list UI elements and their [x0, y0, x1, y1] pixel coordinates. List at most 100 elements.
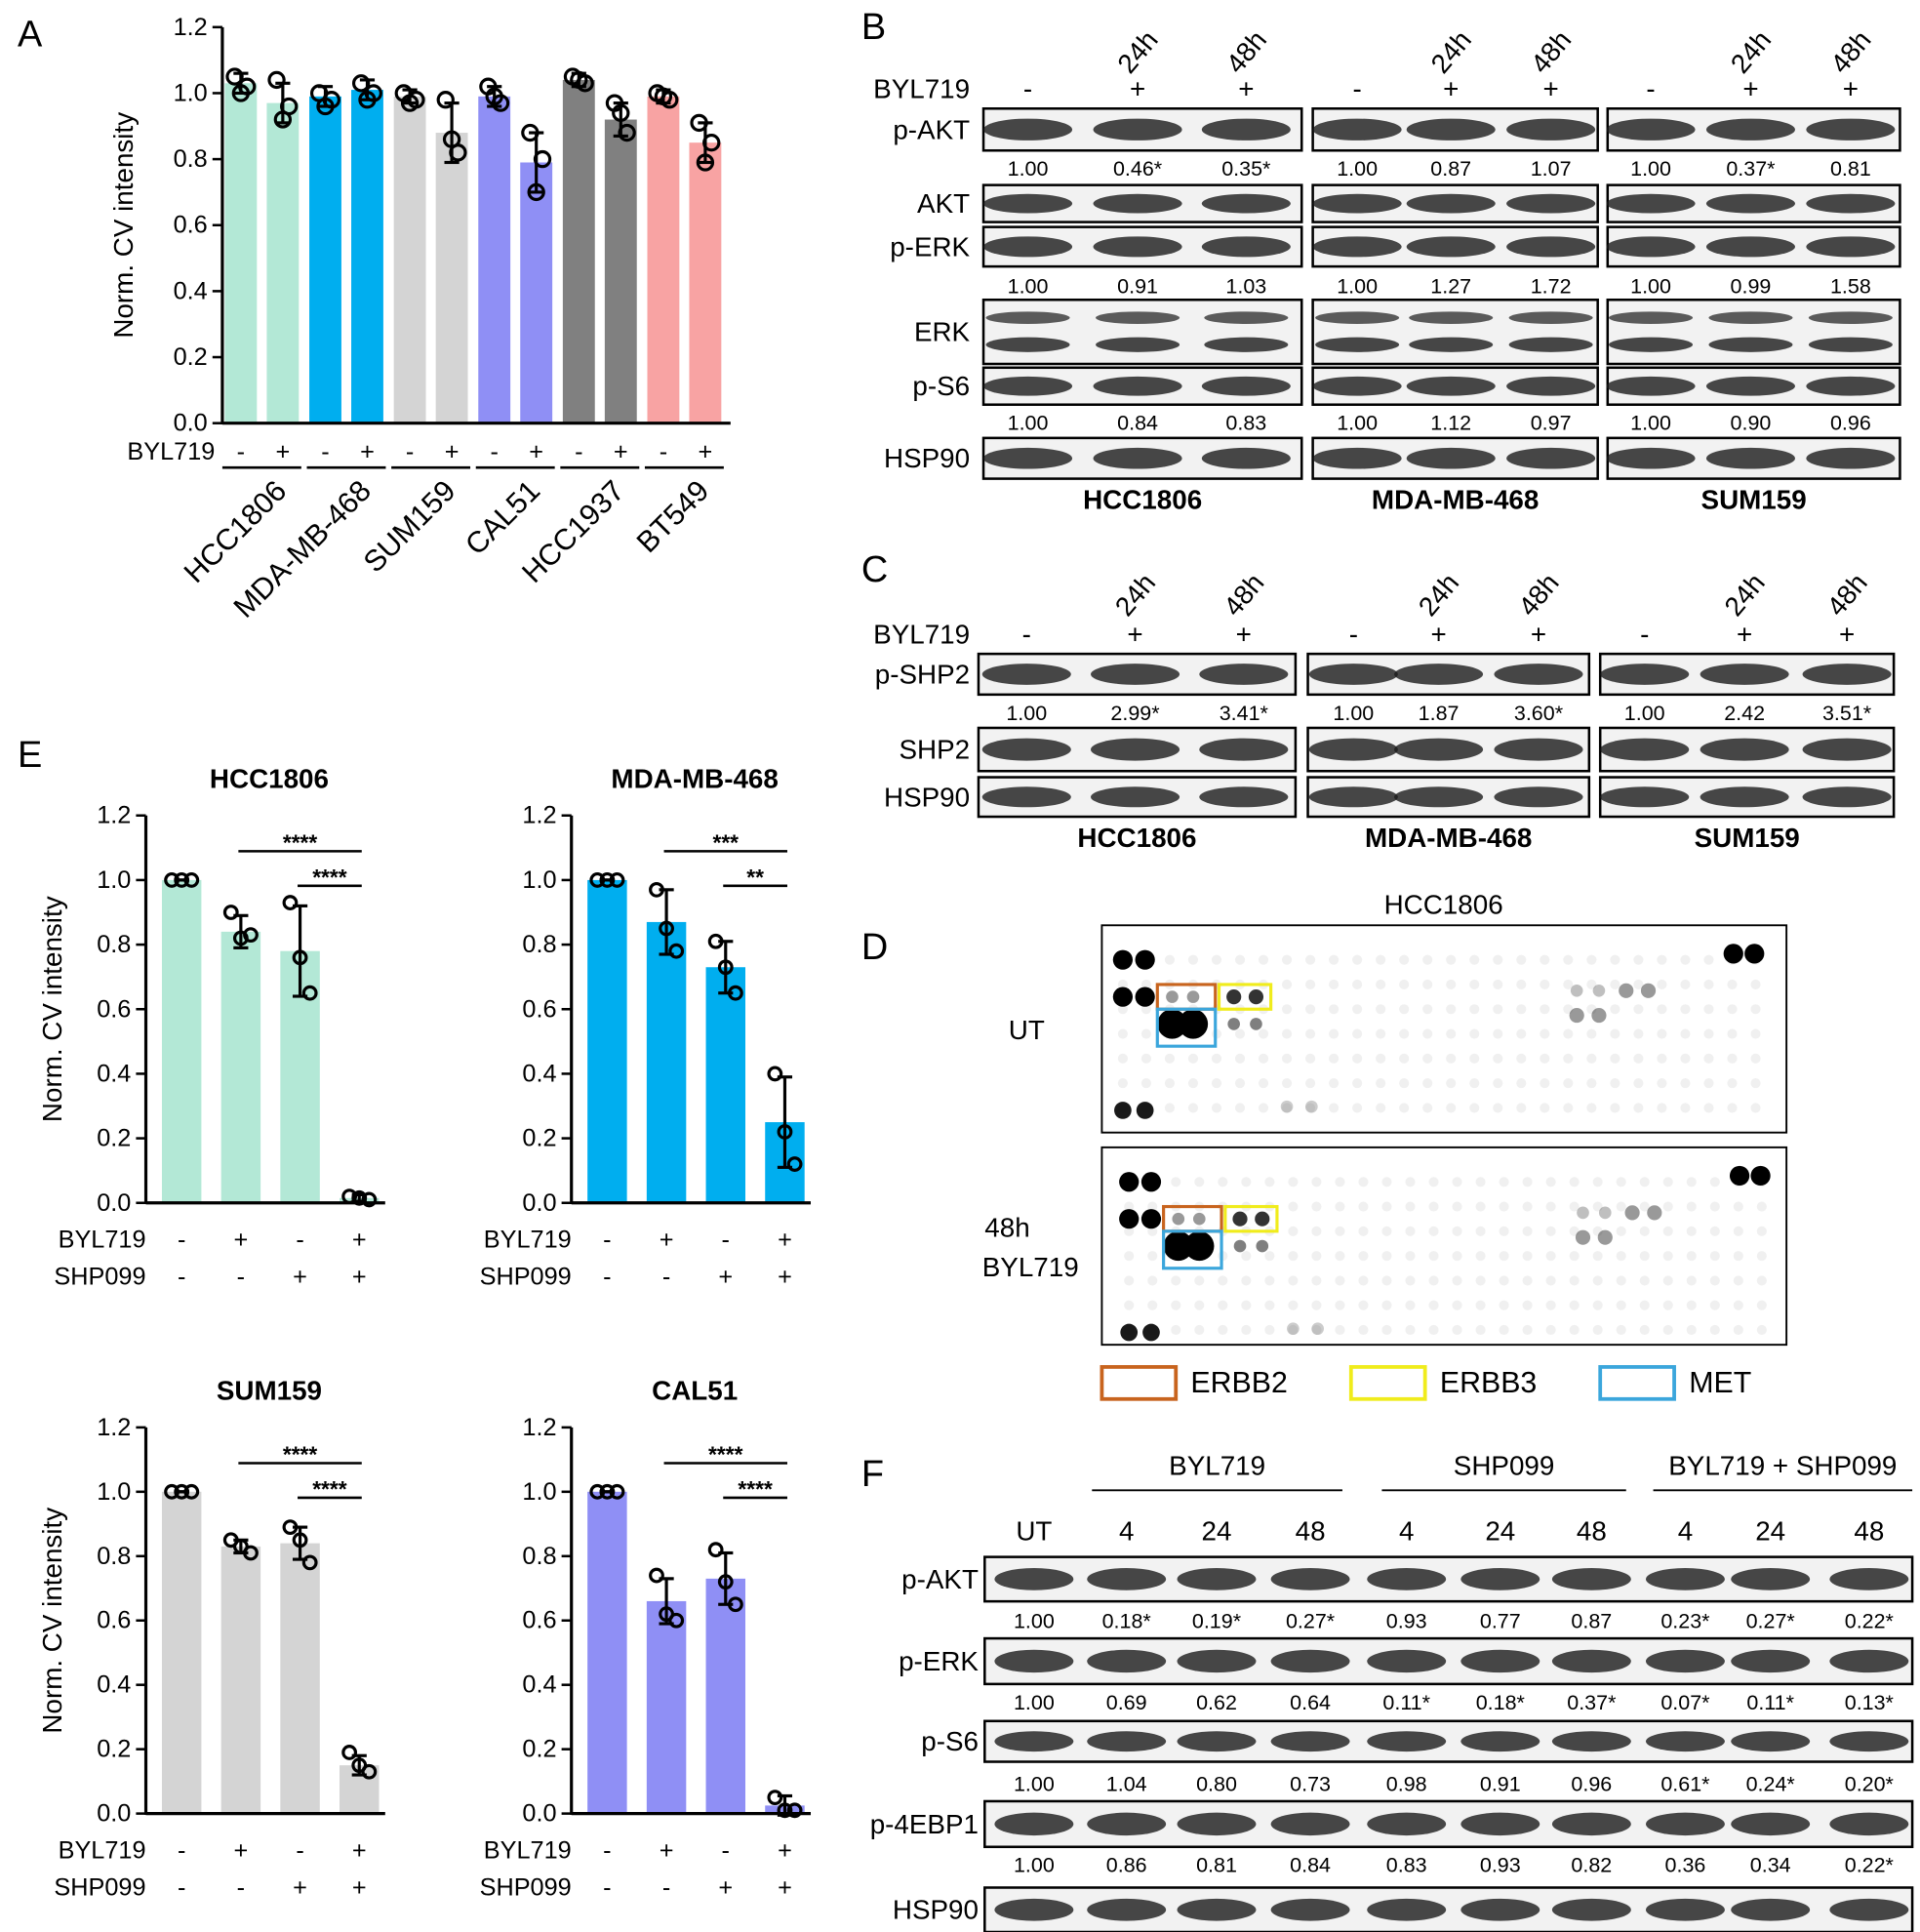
- array-spot: [1493, 979, 1503, 990]
- quantification: 2.99*: [1110, 702, 1160, 725]
- blot-band: [1606, 236, 1696, 258]
- array-spot: [1540, 1078, 1550, 1089]
- bar: [161, 1491, 202, 1814]
- y-tick-label: 0.4: [174, 277, 208, 304]
- data-point: [436, 91, 455, 109]
- treatment-sign: +: [1742, 74, 1758, 104]
- quantification: 0.07*: [1660, 1691, 1710, 1714]
- array-spot: [1680, 979, 1691, 990]
- array-spot: [1750, 1053, 1761, 1064]
- y-tick-label: 0.8: [97, 931, 131, 958]
- array-spot: [1305, 1103, 1316, 1113]
- bar: [309, 96, 341, 423]
- y-tick-label: 1.2: [522, 802, 556, 829]
- row-label: HSP90: [884, 782, 970, 812]
- array-spot: [1727, 1004, 1738, 1015]
- array-spot: [1194, 1177, 1205, 1187]
- data-point: [174, 872, 190, 888]
- array-spot: [1194, 1324, 1205, 1336]
- panel-label: E: [18, 735, 42, 776]
- treatment-sign: -: [575, 438, 582, 465]
- array-spot: [1335, 1251, 1345, 1262]
- row-label: p-ERK: [890, 231, 970, 262]
- array-spot: [1140, 1172, 1162, 1192]
- array-spot: [1540, 1004, 1550, 1015]
- array-spot: [1499, 1275, 1509, 1286]
- data-point: [717, 959, 734, 976]
- blot-band: [1199, 738, 1289, 761]
- data-point: [609, 1483, 625, 1500]
- array-spot: [1428, 1201, 1439, 1212]
- array-spot: [1499, 1324, 1509, 1336]
- highlight-box: [1223, 1204, 1279, 1233]
- array-spot: [1241, 1324, 1252, 1336]
- blot-band: [1731, 1649, 1811, 1673]
- array-spot: [1140, 1053, 1151, 1064]
- treatment-sign: +: [778, 1873, 792, 1901]
- array-spot: [1499, 1300, 1509, 1310]
- array-spot: [1428, 1324, 1439, 1336]
- significance-label: **: [746, 865, 764, 890]
- blot-band: [983, 236, 1073, 258]
- array-spot: [1592, 1251, 1603, 1262]
- array-spot: [1475, 1177, 1486, 1187]
- array-spot: [1493, 1028, 1503, 1039]
- blot-band: [1808, 337, 1893, 352]
- array-spot: [1135, 986, 1155, 1007]
- array-spot: [1469, 1053, 1480, 1064]
- array-spot: [1282, 1053, 1293, 1064]
- treatment-sign: -: [603, 1837, 611, 1865]
- quantification: 1.87: [1419, 702, 1460, 725]
- array-spot: [1703, 979, 1714, 990]
- treatment-sign: +: [660, 1227, 674, 1254]
- array-spot: [1750, 1078, 1761, 1089]
- column-label: 4: [1399, 1516, 1414, 1547]
- array-spot: [1171, 1300, 1181, 1310]
- bar: [705, 967, 745, 1203]
- array-spot: [1727, 1028, 1738, 1039]
- array-spot: [1381, 1226, 1392, 1236]
- array-spot: [1117, 979, 1128, 990]
- data-point: [282, 1519, 299, 1536]
- blot-band: [1700, 786, 1789, 808]
- array-spot: [1311, 1322, 1324, 1336]
- treatment-sign: +: [233, 1227, 248, 1254]
- array-spot: [1264, 1275, 1275, 1286]
- array-spot: [1422, 1103, 1433, 1113]
- array-spot: [1140, 1209, 1162, 1229]
- array-spot: [1171, 1324, 1181, 1336]
- quantification: 1.00: [1630, 157, 1671, 181]
- quantification: 0.27*: [1286, 1609, 1336, 1632]
- time-label: 48h: [1824, 24, 1877, 78]
- quantification: 3.60*: [1514, 702, 1564, 725]
- array-spot: [1311, 1251, 1322, 1262]
- blot-band: [1829, 1898, 1909, 1921]
- data-point: [649, 881, 664, 898]
- treatment-sign: +: [233, 1837, 248, 1865]
- blot-band: [1606, 447, 1696, 469]
- data-point: [316, 97, 335, 116]
- array-spot: [1469, 1028, 1480, 1039]
- array-spot: [1657, 979, 1667, 990]
- blot-band: [1312, 447, 1402, 469]
- data-point: [301, 1554, 318, 1571]
- blot-band: [1606, 193, 1696, 214]
- array-spot: [1234, 1103, 1246, 1113]
- array-spot: [1124, 1300, 1135, 1310]
- array-spot: [1633, 1078, 1644, 1089]
- array-spot: [1756, 1275, 1767, 1286]
- array-spot: [1335, 1226, 1345, 1236]
- array-spot: [1522, 1177, 1533, 1187]
- significance-label: ***: [712, 830, 739, 856]
- array-spot: [1124, 1251, 1135, 1262]
- blot-band: [1645, 1731, 1725, 1752]
- array-spot: [1376, 1053, 1386, 1064]
- blot-band: [1708, 311, 1793, 324]
- blot-band: [1460, 1898, 1540, 1921]
- time-label: 48h: [1220, 24, 1273, 78]
- array-spot: [1586, 979, 1597, 990]
- quantification: 0.90: [1731, 412, 1772, 435]
- group-label: SHP099: [1454, 1451, 1555, 1481]
- quantification: 0.87: [1571, 1609, 1612, 1632]
- significance-label: ****: [283, 1442, 318, 1468]
